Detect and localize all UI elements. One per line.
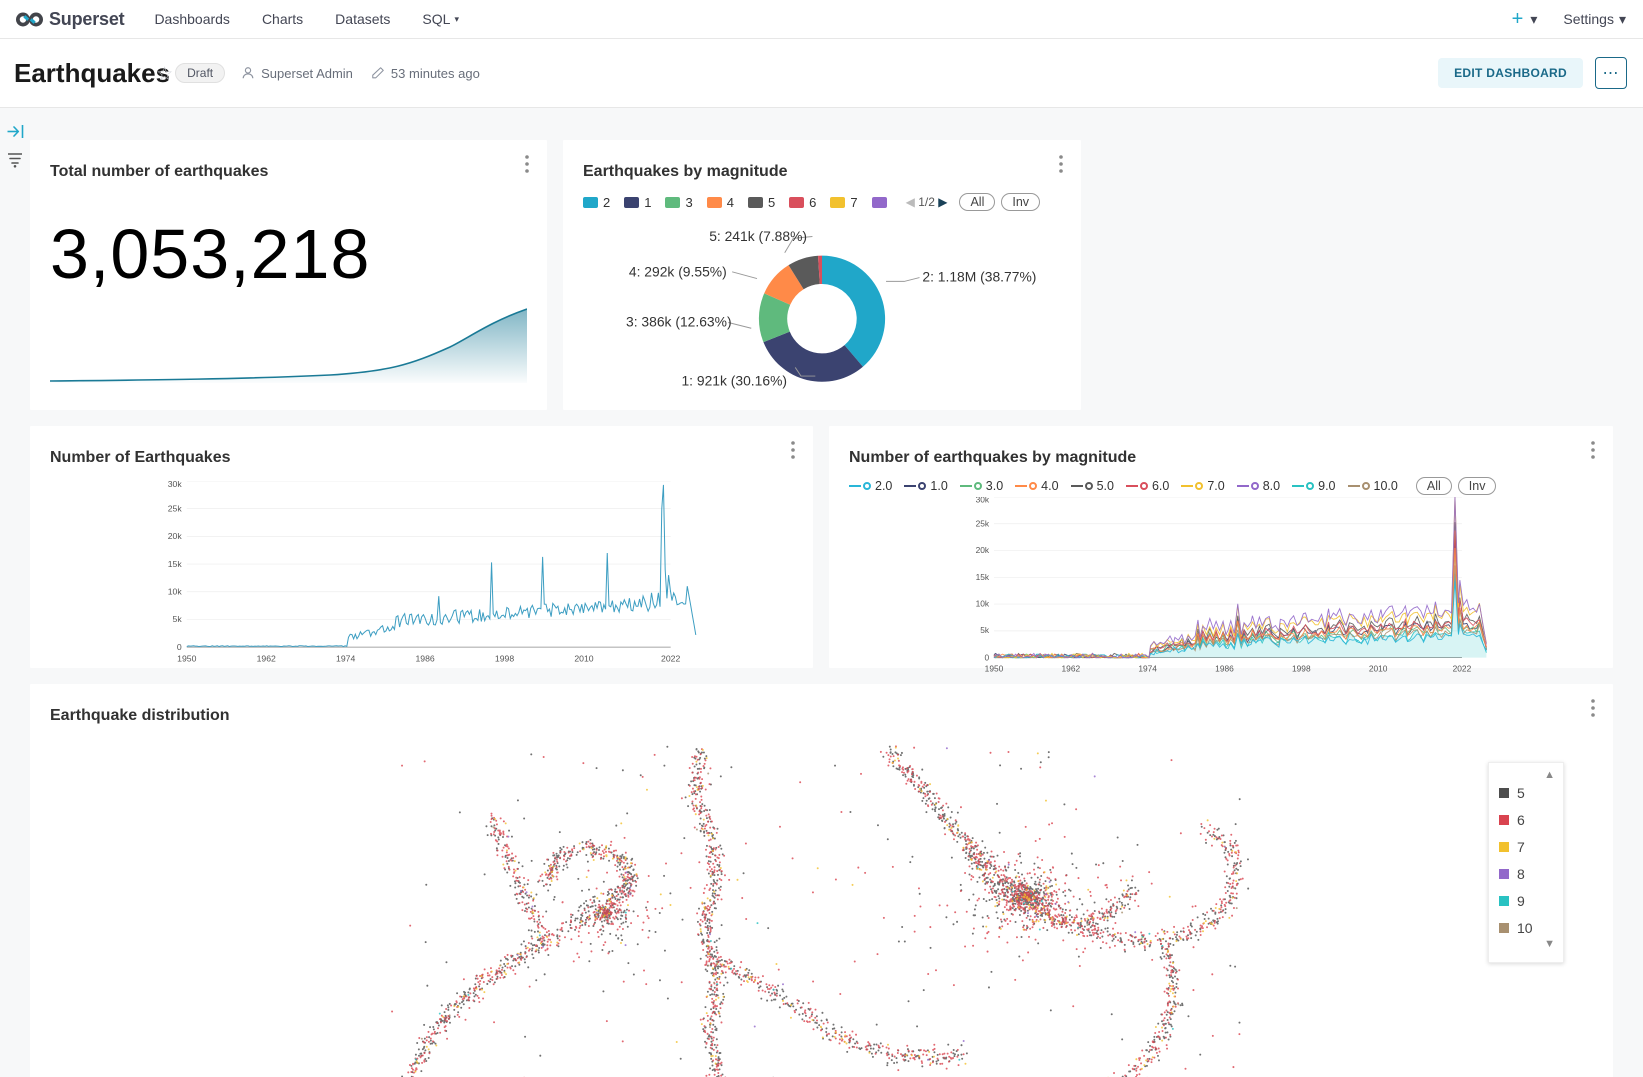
svg-text:1962: 1962 bbox=[257, 654, 276, 663]
svg-text:30k: 30k bbox=[168, 481, 183, 489]
svg-text:15k: 15k bbox=[168, 559, 183, 569]
svg-text:5k: 5k bbox=[173, 614, 183, 624]
svg-text:20k: 20k bbox=[976, 545, 990, 555]
svg-text:1998: 1998 bbox=[1292, 664, 1311, 673]
svg-text:10k: 10k bbox=[168, 586, 183, 596]
svg-text:2022: 2022 bbox=[661, 654, 680, 663]
svg-text:5k: 5k bbox=[980, 625, 990, 635]
svg-text:0: 0 bbox=[177, 642, 182, 652]
svg-text:25k: 25k bbox=[168, 503, 183, 513]
svg-text:2010: 2010 bbox=[1369, 664, 1388, 673]
svg-text:10k: 10k bbox=[976, 599, 990, 609]
svg-text:20k: 20k bbox=[168, 531, 183, 541]
svg-text:4: 292k (9.55%): 4: 292k (9.55%) bbox=[629, 264, 727, 280]
svg-text:1962: 1962 bbox=[1062, 664, 1081, 673]
svg-text:1986: 1986 bbox=[1215, 664, 1234, 673]
svg-text:0: 0 bbox=[984, 652, 989, 662]
svg-text:1950: 1950 bbox=[177, 654, 196, 663]
svg-text:1986: 1986 bbox=[415, 654, 434, 663]
svg-text:1950: 1950 bbox=[985, 664, 1004, 673]
svg-text:5: 241k (7.88%): 5: 241k (7.88%) bbox=[709, 228, 807, 244]
svg-text:2022: 2022 bbox=[1453, 664, 1472, 673]
svg-text:1: 921k (30.16%): 1: 921k (30.16%) bbox=[681, 373, 787, 389]
svg-text:2010: 2010 bbox=[574, 654, 593, 663]
svg-text:1998: 1998 bbox=[495, 654, 514, 663]
svg-text:2: 1.18M (38.77%): 2: 1.18M (38.77%) bbox=[922, 268, 1036, 284]
svg-text:1974: 1974 bbox=[1138, 664, 1157, 673]
svg-text:1974: 1974 bbox=[336, 654, 355, 663]
svg-text:25k: 25k bbox=[976, 518, 990, 528]
svg-text:3: 386k (12.63%): 3: 386k (12.63%) bbox=[626, 313, 732, 329]
svg-text:15k: 15k bbox=[976, 572, 990, 582]
svg-text:30k: 30k bbox=[976, 497, 990, 505]
